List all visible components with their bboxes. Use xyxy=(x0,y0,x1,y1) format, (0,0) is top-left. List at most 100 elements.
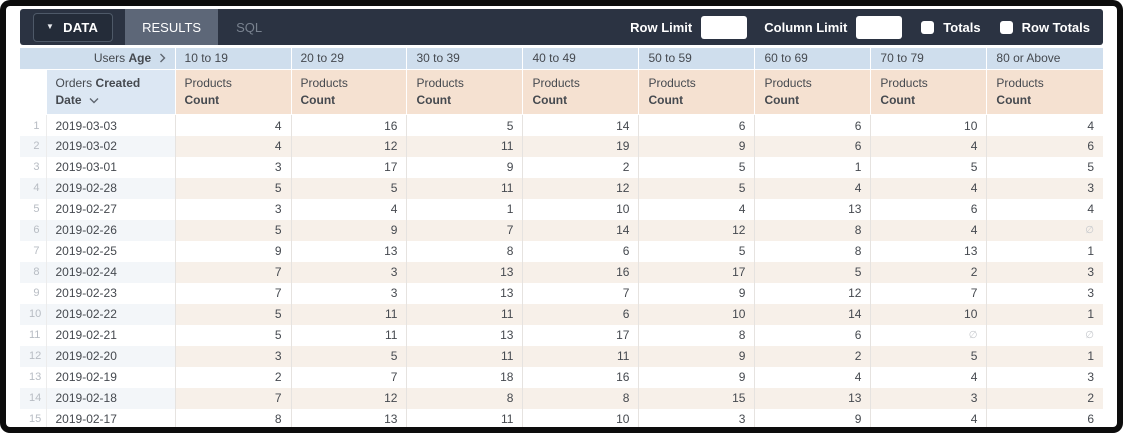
value-cell[interactable]: 8 xyxy=(638,324,755,346)
pivot-value-header[interactable]: 60 to 69 xyxy=(754,48,872,70)
totals-checkbox[interactable] xyxy=(921,20,935,34)
value-cell[interactable]: 4 xyxy=(290,198,407,220)
pivot-value-header[interactable]: 30 to 39 xyxy=(406,48,524,70)
value-cell[interactable]: 11 xyxy=(406,345,523,367)
value-cell[interactable]: 3 xyxy=(986,282,1103,304)
value-cell[interactable]: 8 xyxy=(406,387,523,409)
value-cell[interactable]: 1 xyxy=(986,303,1103,325)
value-cell[interactable]: 3 xyxy=(290,261,407,283)
value-cell[interactable]: 19 xyxy=(522,135,639,157)
value-cell[interactable]: 11 xyxy=(406,135,523,157)
value-cell[interactable]: 16 xyxy=(522,366,639,388)
measure-header[interactable]: Products Count xyxy=(522,69,640,116)
value-cell[interactable]: 7 xyxy=(174,387,291,409)
value-cell[interactable]: 14 xyxy=(522,219,639,241)
value-cell[interactable]: 5 xyxy=(986,156,1103,178)
date-cell[interactable]: 2019-03-01 xyxy=(45,156,176,178)
value-cell[interactable]: 5 xyxy=(174,177,291,199)
value-cell[interactable]: 4 xyxy=(870,366,987,388)
measure-header[interactable]: Products Count xyxy=(754,69,872,116)
value-cell[interactable]: 5 xyxy=(406,114,523,136)
value-cell[interactable]: 11 xyxy=(406,177,523,199)
date-cell[interactable]: 2019-02-22 xyxy=(45,303,176,325)
value-cell[interactable]: ∅ xyxy=(986,219,1103,241)
value-cell[interactable]: 11 xyxy=(290,303,407,325)
date-cell[interactable]: 2019-02-20 xyxy=(45,345,176,367)
value-cell[interactable]: 9 xyxy=(174,240,291,262)
value-cell[interactable]: 3 xyxy=(638,408,755,427)
pivot-field-header[interactable]: Users Age xyxy=(20,48,176,70)
date-cell[interactable]: 2019-03-03 xyxy=(45,114,176,136)
measure-header[interactable]: Products Count xyxy=(638,69,756,116)
measure-header[interactable]: Products Count xyxy=(406,69,524,116)
measure-header[interactable]: Products Count xyxy=(870,69,988,116)
date-cell[interactable]: 2019-02-21 xyxy=(45,324,176,346)
value-cell[interactable]: 5 xyxy=(290,345,407,367)
value-cell[interactable]: 10 xyxy=(870,303,987,325)
value-cell[interactable]: 12 xyxy=(290,135,407,157)
value-cell[interactable]: 6 xyxy=(870,198,987,220)
value-cell[interactable]: 13 xyxy=(406,324,523,346)
value-cell[interactable]: 4 xyxy=(754,177,871,199)
value-cell[interactable]: 14 xyxy=(754,303,871,325)
value-cell[interactable]: 5 xyxy=(870,345,987,367)
value-cell[interactable]: 6 xyxy=(522,240,639,262)
value-cell[interactable]: 5 xyxy=(174,219,291,241)
value-cell[interactable]: 3 xyxy=(174,198,291,220)
date-cell[interactable]: 2019-02-24 xyxy=(45,261,176,283)
value-cell[interactable]: 4 xyxy=(870,219,987,241)
pivot-value-header[interactable]: 20 to 29 xyxy=(291,48,408,70)
value-cell[interactable]: 14 xyxy=(522,114,639,136)
value-cell[interactable]: 5 xyxy=(638,177,755,199)
value-cell[interactable]: 11 xyxy=(522,345,639,367)
value-cell[interactable]: 4 xyxy=(986,198,1103,220)
row-totals-label[interactable]: Row Totals xyxy=(1021,19,1090,35)
value-cell[interactable]: 17 xyxy=(638,261,755,283)
value-cell[interactable]: 10 xyxy=(522,198,639,220)
column-limit-input[interactable] xyxy=(856,15,903,39)
dimension-field-header[interactable]: Orders Created Date xyxy=(46,69,176,116)
value-cell[interactable]: 2 xyxy=(870,261,987,283)
date-cell[interactable]: 2019-02-23 xyxy=(45,282,176,304)
value-cell[interactable]: 4 xyxy=(174,114,291,136)
value-cell[interactable]: 7 xyxy=(406,219,523,241)
value-cell[interactable]: 18 xyxy=(406,366,523,388)
value-cell[interactable]: 1 xyxy=(406,198,523,220)
value-cell[interactable]: 17 xyxy=(290,156,407,178)
value-cell[interactable]: 1 xyxy=(754,156,871,178)
date-cell[interactable]: 2019-02-26 xyxy=(45,219,176,241)
value-cell[interactable]: 6 xyxy=(522,303,639,325)
date-cell[interactable]: 2019-02-28 xyxy=(45,177,176,199)
measure-header[interactable]: Products Count xyxy=(291,69,408,116)
value-cell[interactable]: 6 xyxy=(638,114,755,136)
value-cell[interactable]: 4 xyxy=(986,114,1103,136)
value-cell[interactable]: 6 xyxy=(754,114,871,136)
value-cell[interactable]: 3 xyxy=(290,282,407,304)
measure-header[interactable]: Products Count xyxy=(986,69,1103,116)
value-cell[interactable]: 5 xyxy=(174,324,291,346)
pivot-value-header[interactable]: 10 to 19 xyxy=(175,48,292,70)
pivot-value-header[interactable]: 80 or Above xyxy=(986,48,1103,70)
value-cell[interactable]: 15 xyxy=(638,387,755,409)
pivot-value-header[interactable]: 70 to 79 xyxy=(870,48,988,70)
value-cell[interactable]: 12 xyxy=(754,282,871,304)
value-cell[interactable]: 5 xyxy=(638,156,755,178)
date-cell[interactable]: 2019-02-25 xyxy=(45,240,176,262)
tab-data[interactable]: ▼ DATA xyxy=(33,12,114,42)
value-cell[interactable]: 4 xyxy=(870,135,987,157)
tab-sql[interactable]: SQL xyxy=(218,9,280,45)
value-cell[interactable]: ∅ xyxy=(870,324,987,346)
value-cell[interactable]: 16 xyxy=(522,261,639,283)
value-cell[interactable]: 6 xyxy=(754,135,871,157)
value-cell[interactable]: 13 xyxy=(754,198,871,220)
value-cell[interactable]: 3 xyxy=(174,345,291,367)
value-cell[interactable]: 2 xyxy=(174,366,291,388)
value-cell[interactable]: 10 xyxy=(870,114,987,136)
value-cell[interactable]: 4 xyxy=(754,366,871,388)
value-cell[interactable]: 12 xyxy=(638,219,755,241)
value-cell[interactable]: 5 xyxy=(638,240,755,262)
value-cell[interactable]: 5 xyxy=(754,261,871,283)
date-cell[interactable]: 2019-03-02 xyxy=(45,135,176,157)
value-cell[interactable]: 12 xyxy=(290,387,407,409)
value-cell[interactable]: 3 xyxy=(174,156,291,178)
